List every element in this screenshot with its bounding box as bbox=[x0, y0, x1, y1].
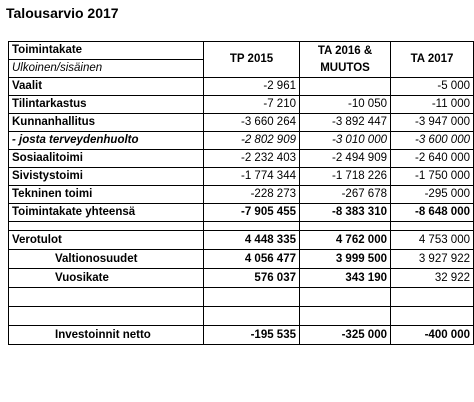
row-label: Sivistystoimi bbox=[8, 167, 204, 186]
table-row-investments: Investoinnit netto -195 535 -325 000 -40… bbox=[8, 325, 474, 345]
row-label: Verotulot bbox=[8, 230, 204, 250]
row-label: Tekninen toimi bbox=[8, 185, 204, 204]
row-label: Tilintarkastus bbox=[8, 95, 204, 114]
cell-ta2017: -3 600 000 bbox=[390, 131, 474, 150]
table-row: Vaalit -2 961 -5 000 bbox=[8, 77, 474, 96]
row-label: Vaalit bbox=[8, 77, 204, 96]
header-label-main: Toimintakate bbox=[8, 41, 204, 60]
cell-ta2017: -3 947 000 bbox=[390, 113, 474, 132]
table-row: Vuosikate 576 037 343 190 32 922 bbox=[8, 268, 474, 288]
cell-ta2016: -1 718 226 bbox=[299, 167, 391, 186]
row-label: Kunnanhallitus bbox=[8, 113, 204, 132]
cell-ta2017: -8 648 000 bbox=[390, 203, 474, 222]
cell-tp2015: -228 273 bbox=[203, 185, 300, 204]
table-spacer-row bbox=[8, 221, 474, 231]
row-label: Sosiaalitoimi bbox=[8, 149, 204, 168]
table-row-total: Toimintakate yhteensä -7 905 455 -8 383 … bbox=[8, 203, 474, 222]
table-row: Tekninen toimi -228 273 -267 678 -295 00… bbox=[8, 185, 474, 204]
cell-ta2016: -2 494 909 bbox=[299, 149, 391, 168]
cell-ta2017: -2 640 000 bbox=[390, 149, 474, 168]
cell-ta2016: -267 678 bbox=[299, 185, 391, 204]
cell-ta2016: -3 892 447 bbox=[299, 113, 391, 132]
table-header-row: Toimintakate TP 2015 TA 2016 & MUUTOS TA… bbox=[8, 41, 474, 78]
cell-ta2017: -5 000 bbox=[390, 77, 474, 96]
header-ta2016-line2: MUUTOS bbox=[320, 61, 370, 74]
cell-ta2017: -1 750 000 bbox=[390, 167, 474, 186]
cell-ta2016: 4 762 000 bbox=[299, 230, 391, 250]
cell-tp2015: -7 210 bbox=[203, 95, 300, 114]
table-row: Kunnanhallitus -3 660 264 -3 892 447 -3 … bbox=[8, 113, 474, 132]
cell-tp2015: -3 660 264 bbox=[203, 113, 300, 132]
cell-tp2015: -195 535 bbox=[203, 325, 300, 345]
cell-tp2015: -2 802 909 bbox=[203, 131, 300, 150]
cell-tp2015: 4 056 477 bbox=[203, 249, 300, 269]
page-title: Talousarvio 2017 bbox=[6, 5, 119, 21]
cell-tp2015: 4 448 335 bbox=[203, 230, 300, 250]
cell-ta2016 bbox=[299, 77, 391, 96]
header-tp2015: TP 2015 bbox=[203, 41, 300, 78]
table-row: - josta terveydenhuolto -2 802 909 -3 01… bbox=[8, 131, 474, 150]
cell-ta2016: -3 010 000 bbox=[299, 131, 391, 150]
cell-ta2016: 343 190 bbox=[299, 268, 391, 288]
header-ta2016: TA 2016 & MUUTOS bbox=[299, 41, 391, 78]
cell-ta2016: -10 050 bbox=[299, 95, 391, 114]
header-label-sub: Ulkoinen/sisäinen bbox=[8, 59, 204, 78]
cell-tp2015: -2 232 403 bbox=[203, 149, 300, 168]
cell-ta2016: -8 383 310 bbox=[299, 203, 391, 222]
cell-tp2015: 576 037 bbox=[203, 268, 300, 288]
cell-ta2017: -11 000 bbox=[390, 95, 474, 114]
budget-table: Toimintakate TP 2015 TA 2016 & MUUTOS TA… bbox=[8, 41, 474, 345]
cell-ta2017: -400 000 bbox=[390, 325, 474, 345]
cell-ta2017: 32 922 bbox=[390, 268, 474, 288]
cell-ta2017: -295 000 bbox=[390, 185, 474, 204]
row-label: Investoinnit netto bbox=[8, 325, 204, 345]
header-ta2016-line1: TA 2016 & bbox=[317, 44, 373, 57]
row-label: - josta terveydenhuolto bbox=[8, 131, 204, 150]
header-ta2017: TA 2017 bbox=[390, 41, 474, 78]
table-row: Tilintarkastus -7 210 -10 050 -11 000 bbox=[8, 95, 474, 114]
row-label: Toimintakate yhteensä bbox=[8, 203, 204, 222]
cell-tp2015: -1 774 344 bbox=[203, 167, 300, 186]
cell-ta2017: 4 753 000 bbox=[390, 230, 474, 250]
cell-ta2017: 3 927 922 bbox=[390, 249, 474, 269]
cell-tp2015: -7 905 455 bbox=[203, 203, 300, 222]
cell-ta2016: -325 000 bbox=[299, 325, 391, 345]
table-row: Verotulot 4 448 335 4 762 000 4 753 000 bbox=[8, 230, 474, 250]
cell-tp2015: -2 961 bbox=[203, 77, 300, 96]
row-label: Vuosikate bbox=[8, 268, 204, 288]
table-row: Sosiaalitoimi -2 232 403 -2 494 909 -2 6… bbox=[8, 149, 474, 168]
table-row: Sivistystoimi -1 774 344 -1 718 226 -1 7… bbox=[8, 167, 474, 186]
table-row: Valtionosuudet 4 056 477 3 999 500 3 927… bbox=[8, 249, 474, 269]
table-empty-row bbox=[8, 306, 474, 326]
table-empty-row bbox=[8, 287, 474, 307]
row-label: Valtionosuudet bbox=[8, 249, 204, 269]
cell-ta2016: 3 999 500 bbox=[299, 249, 391, 269]
